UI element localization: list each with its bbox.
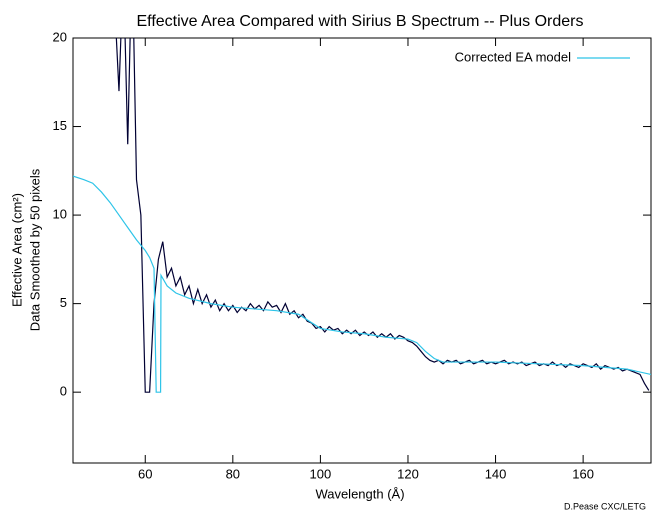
y-tick-label: 10 xyxy=(53,207,67,222)
y-tick-label: 5 xyxy=(60,295,67,310)
data-line xyxy=(73,175,651,393)
y-tick-label: 15 xyxy=(53,118,67,133)
x-tick-label: 60 xyxy=(138,466,152,481)
y-axis-label: Data Smoothed by 50 pixels xyxy=(27,168,42,331)
y-tick-label: 20 xyxy=(53,29,67,44)
plot-frame xyxy=(72,37,652,464)
x-tick-label: 140 xyxy=(485,466,507,481)
legend-label: Corrected EA model xyxy=(455,49,571,64)
x-tick-label: 160 xyxy=(572,466,594,481)
credit: D.Pease CXC/LETG xyxy=(564,501,646,511)
chart-title: Effective Area Compared with Sirius B Sp… xyxy=(137,13,584,30)
x-axis-label: Wavelength (Å) xyxy=(315,486,404,501)
y-axis-label: Effective Area (cm²) xyxy=(9,193,24,307)
x-tick-label: 120 xyxy=(397,466,419,481)
x-tick-label: 80 xyxy=(226,466,240,481)
x-tick-label: 100 xyxy=(310,466,332,481)
y-tick-label: 0 xyxy=(60,384,67,399)
